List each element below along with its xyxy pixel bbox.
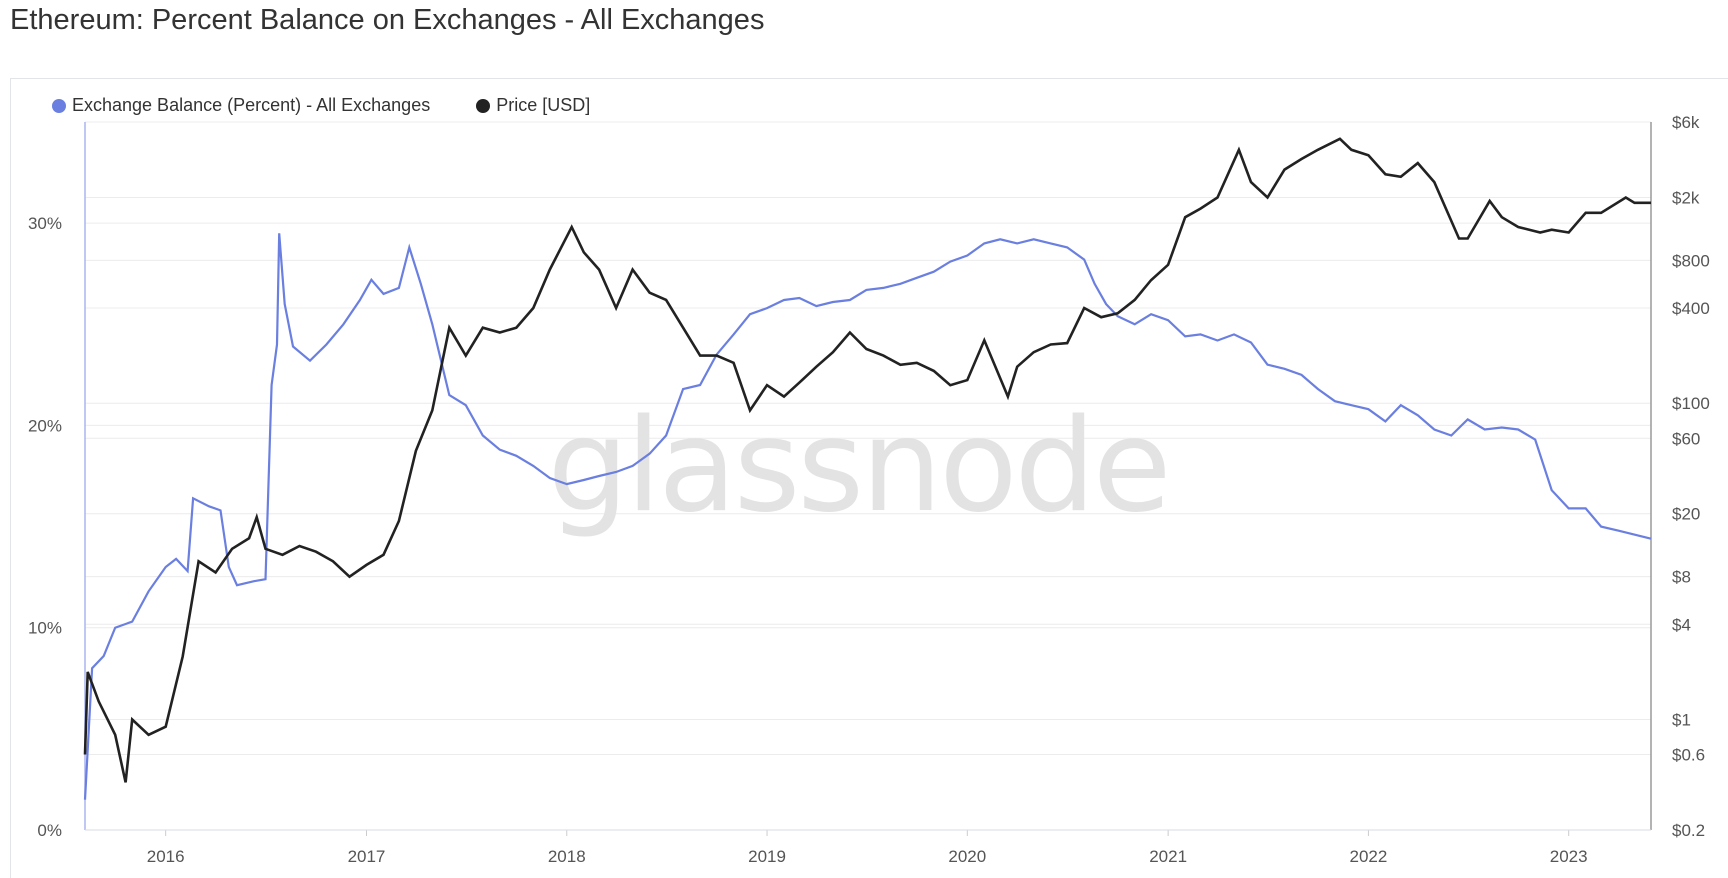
chart-panel <box>10 78 1728 878</box>
series-line-price[interactable] <box>83 137 1651 783</box>
y-right-tick-label: $1 <box>1672 710 1691 729</box>
y-right-tick-label: $2k <box>1672 188 1700 207</box>
y-left-tick-label: 0% <box>37 821 62 840</box>
y-right-tick-label: $400 <box>1672 299 1710 318</box>
x-tick-label: 2022 <box>1350 847 1388 866</box>
x-tick-label: 2019 <box>748 847 786 866</box>
legend-dot-price <box>476 98 491 113</box>
x-tick-label: 2016 <box>147 847 185 866</box>
y-right-tick-label: $60 <box>1672 429 1700 448</box>
x-tick-label: 2021 <box>1149 847 1187 866</box>
left-axis: 0% 10% 20% 30% <box>28 214 62 840</box>
legend-item-price[interactable]: Price [USD] <box>476 95 590 116</box>
x-tick-label: 2020 <box>948 847 986 866</box>
x-tick-label: 2017 <box>348 847 386 866</box>
y-right-tick-label: $100 <box>1672 394 1710 413</box>
legend-label-balance: Exchange Balance (Percent) - All Exchang… <box>72 95 431 115</box>
y-right-tick-label: $4 <box>1672 615 1691 634</box>
x-tick-label: 2023 <box>1550 847 1588 866</box>
watermark: glassnode <box>547 392 1168 541</box>
y-left-tick-label: 10% <box>28 619 62 638</box>
right-axis: $6k $2k $800 $400 $100 $60 $20 $8 $4 $1 $0.6 $0.2 <box>1672 113 1710 840</box>
legend-item-balance[interactable]: Exchange Balance (Percent) - All Exchang… <box>52 95 430 116</box>
y-right-tick-label: $20 <box>1672 505 1700 524</box>
legend-dot-balance <box>52 98 66 113</box>
x-axis: 2016 2017 2018 2019 2020 2021 2022 2023 <box>147 830 1588 866</box>
y-left-tick-label: 20% <box>28 416 62 435</box>
legend-label-price: Price [USD] <box>496 95 591 115</box>
x-tick-label: 2018 <box>548 847 586 866</box>
y-left-tick-label: 30% <box>28 214 62 233</box>
y-right-tick-label: $800 <box>1672 251 1710 270</box>
chart-legend: Exchange Balance (Percent) - All Exchang… <box>52 95 590 116</box>
y-right-tick-label: $0.6 <box>1672 746 1705 765</box>
page-title: Ethereum: Percent Balance on Exchanges -… <box>10 4 765 36</box>
y-right-tick-label: $8 <box>1672 568 1691 587</box>
series-line-balance[interactable] <box>83 233 1652 800</box>
y-right-tick-label: $6k <box>1672 113 1700 132</box>
y-right-tick-label: $0.2 <box>1672 821 1705 840</box>
